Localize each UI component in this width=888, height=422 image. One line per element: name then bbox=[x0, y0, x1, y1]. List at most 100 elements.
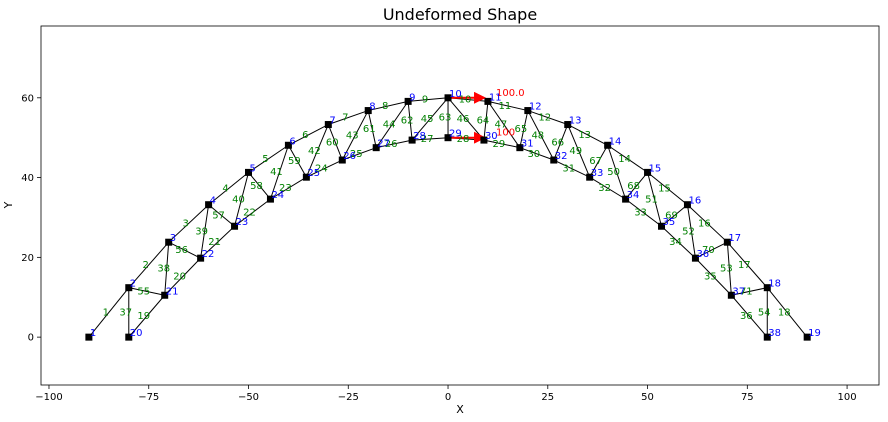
element-line bbox=[328, 110, 369, 125]
element-line bbox=[234, 198, 271, 227]
element-line bbox=[270, 176, 307, 200]
x-tick-label: 25 bbox=[541, 392, 554, 403]
node-label: 1 bbox=[90, 328, 96, 339]
node-label: 30 bbox=[485, 131, 498, 142]
node-marker bbox=[85, 333, 93, 341]
x-tick-label: 100 bbox=[838, 392, 857, 403]
node-marker bbox=[161, 291, 169, 299]
element-label: 7 bbox=[342, 113, 348, 124]
plot-frame bbox=[40, 25, 880, 386]
load-arrows: 100.0 100 bbox=[448, 88, 525, 144]
node-label: 32 bbox=[555, 151, 568, 162]
node-label: 33 bbox=[591, 168, 604, 179]
element-line bbox=[200, 225, 235, 259]
node-label: 2 bbox=[130, 279, 136, 290]
node-label: 37 bbox=[732, 286, 745, 297]
element-label: 58 bbox=[250, 181, 263, 192]
x-tick-label: −100 bbox=[35, 392, 62, 403]
element-label: 64 bbox=[477, 116, 490, 127]
node-marker bbox=[658, 222, 666, 230]
element-label: 33 bbox=[634, 208, 647, 219]
element-label: 49 bbox=[569, 146, 582, 157]
element-line bbox=[730, 294, 768, 338]
element-label: 60 bbox=[326, 137, 339, 148]
node-marker bbox=[444, 134, 452, 142]
element-label: 40 bbox=[232, 194, 245, 205]
element-label: 34 bbox=[669, 237, 682, 248]
element-line bbox=[726, 241, 768, 289]
element-label: 9 bbox=[422, 95, 428, 106]
node-marker bbox=[245, 168, 253, 176]
node-marker bbox=[516, 144, 524, 152]
element-label: 12 bbox=[538, 113, 551, 124]
element-line bbox=[527, 110, 555, 161]
element-label: 18 bbox=[778, 307, 791, 318]
node-label: 13 bbox=[569, 116, 582, 127]
element-label: 53 bbox=[720, 264, 733, 275]
node-label: 23 bbox=[236, 217, 249, 228]
element-label: 65 bbox=[514, 124, 527, 135]
x-tick-label: −75 bbox=[138, 392, 159, 403]
element-line bbox=[342, 147, 377, 161]
element-line bbox=[128, 241, 170, 289]
element-label: 19 bbox=[137, 311, 150, 322]
element-label: 55 bbox=[137, 286, 150, 297]
element-label: 20 bbox=[173, 272, 186, 283]
chart-title: Undeformed Shape bbox=[383, 5, 537, 24]
element-line bbox=[687, 204, 728, 243]
x-tick-label: 75 bbox=[741, 392, 754, 403]
element-line bbox=[731, 287, 768, 296]
x-tick-label: −25 bbox=[338, 392, 359, 403]
element-label: 11 bbox=[499, 101, 512, 112]
node-marker bbox=[197, 254, 205, 262]
element-label: 1 bbox=[103, 307, 109, 318]
node-label: 26 bbox=[343, 151, 356, 162]
node-label: 15 bbox=[649, 163, 662, 174]
element-line bbox=[407, 101, 413, 141]
element-label: 3 bbox=[182, 218, 188, 229]
element-label: 51 bbox=[645, 194, 658, 205]
element-line bbox=[168, 204, 209, 243]
element-line bbox=[367, 110, 377, 148]
node-label: 22 bbox=[202, 249, 215, 260]
node-marker bbox=[644, 168, 652, 176]
node-label: 5 bbox=[250, 163, 256, 174]
element-line bbox=[305, 124, 329, 178]
element-line bbox=[269, 145, 289, 200]
element-label: 47 bbox=[495, 120, 508, 131]
element-line bbox=[376, 139, 413, 149]
node-marker bbox=[604, 141, 612, 149]
element-label: 45 bbox=[421, 114, 434, 125]
element-line bbox=[287, 145, 307, 178]
element-label: 71 bbox=[740, 286, 753, 297]
node-marker bbox=[404, 97, 412, 105]
node-label: 12 bbox=[529, 102, 542, 113]
element-label: 57 bbox=[212, 210, 225, 221]
element-label: 56 bbox=[175, 245, 188, 256]
element-label: 70 bbox=[702, 245, 715, 256]
node-label: 27 bbox=[377, 139, 390, 150]
element-label: 52 bbox=[682, 226, 695, 237]
node-marker bbox=[484, 97, 492, 105]
node-marker bbox=[550, 156, 558, 164]
node-marker bbox=[205, 201, 213, 209]
element-label: 27 bbox=[421, 134, 434, 145]
element-line bbox=[327, 124, 343, 161]
node-marker bbox=[372, 144, 380, 152]
element-label: 25 bbox=[350, 149, 363, 160]
y-tick-label: 20 bbox=[21, 253, 34, 264]
element-line bbox=[686, 204, 696, 259]
node-marker bbox=[803, 333, 811, 341]
element-label: 37 bbox=[119, 307, 132, 318]
element-line bbox=[625, 198, 662, 227]
element-line bbox=[248, 172, 271, 200]
node-label: 18 bbox=[768, 279, 781, 290]
element-label: 67 bbox=[589, 156, 602, 167]
y-tick-label: 60 bbox=[21, 93, 34, 104]
node-marker bbox=[763, 333, 771, 341]
element-line bbox=[208, 172, 249, 206]
node-label: 34 bbox=[627, 190, 640, 201]
element-label: 28 bbox=[457, 134, 470, 145]
element-label: 14 bbox=[618, 154, 631, 165]
